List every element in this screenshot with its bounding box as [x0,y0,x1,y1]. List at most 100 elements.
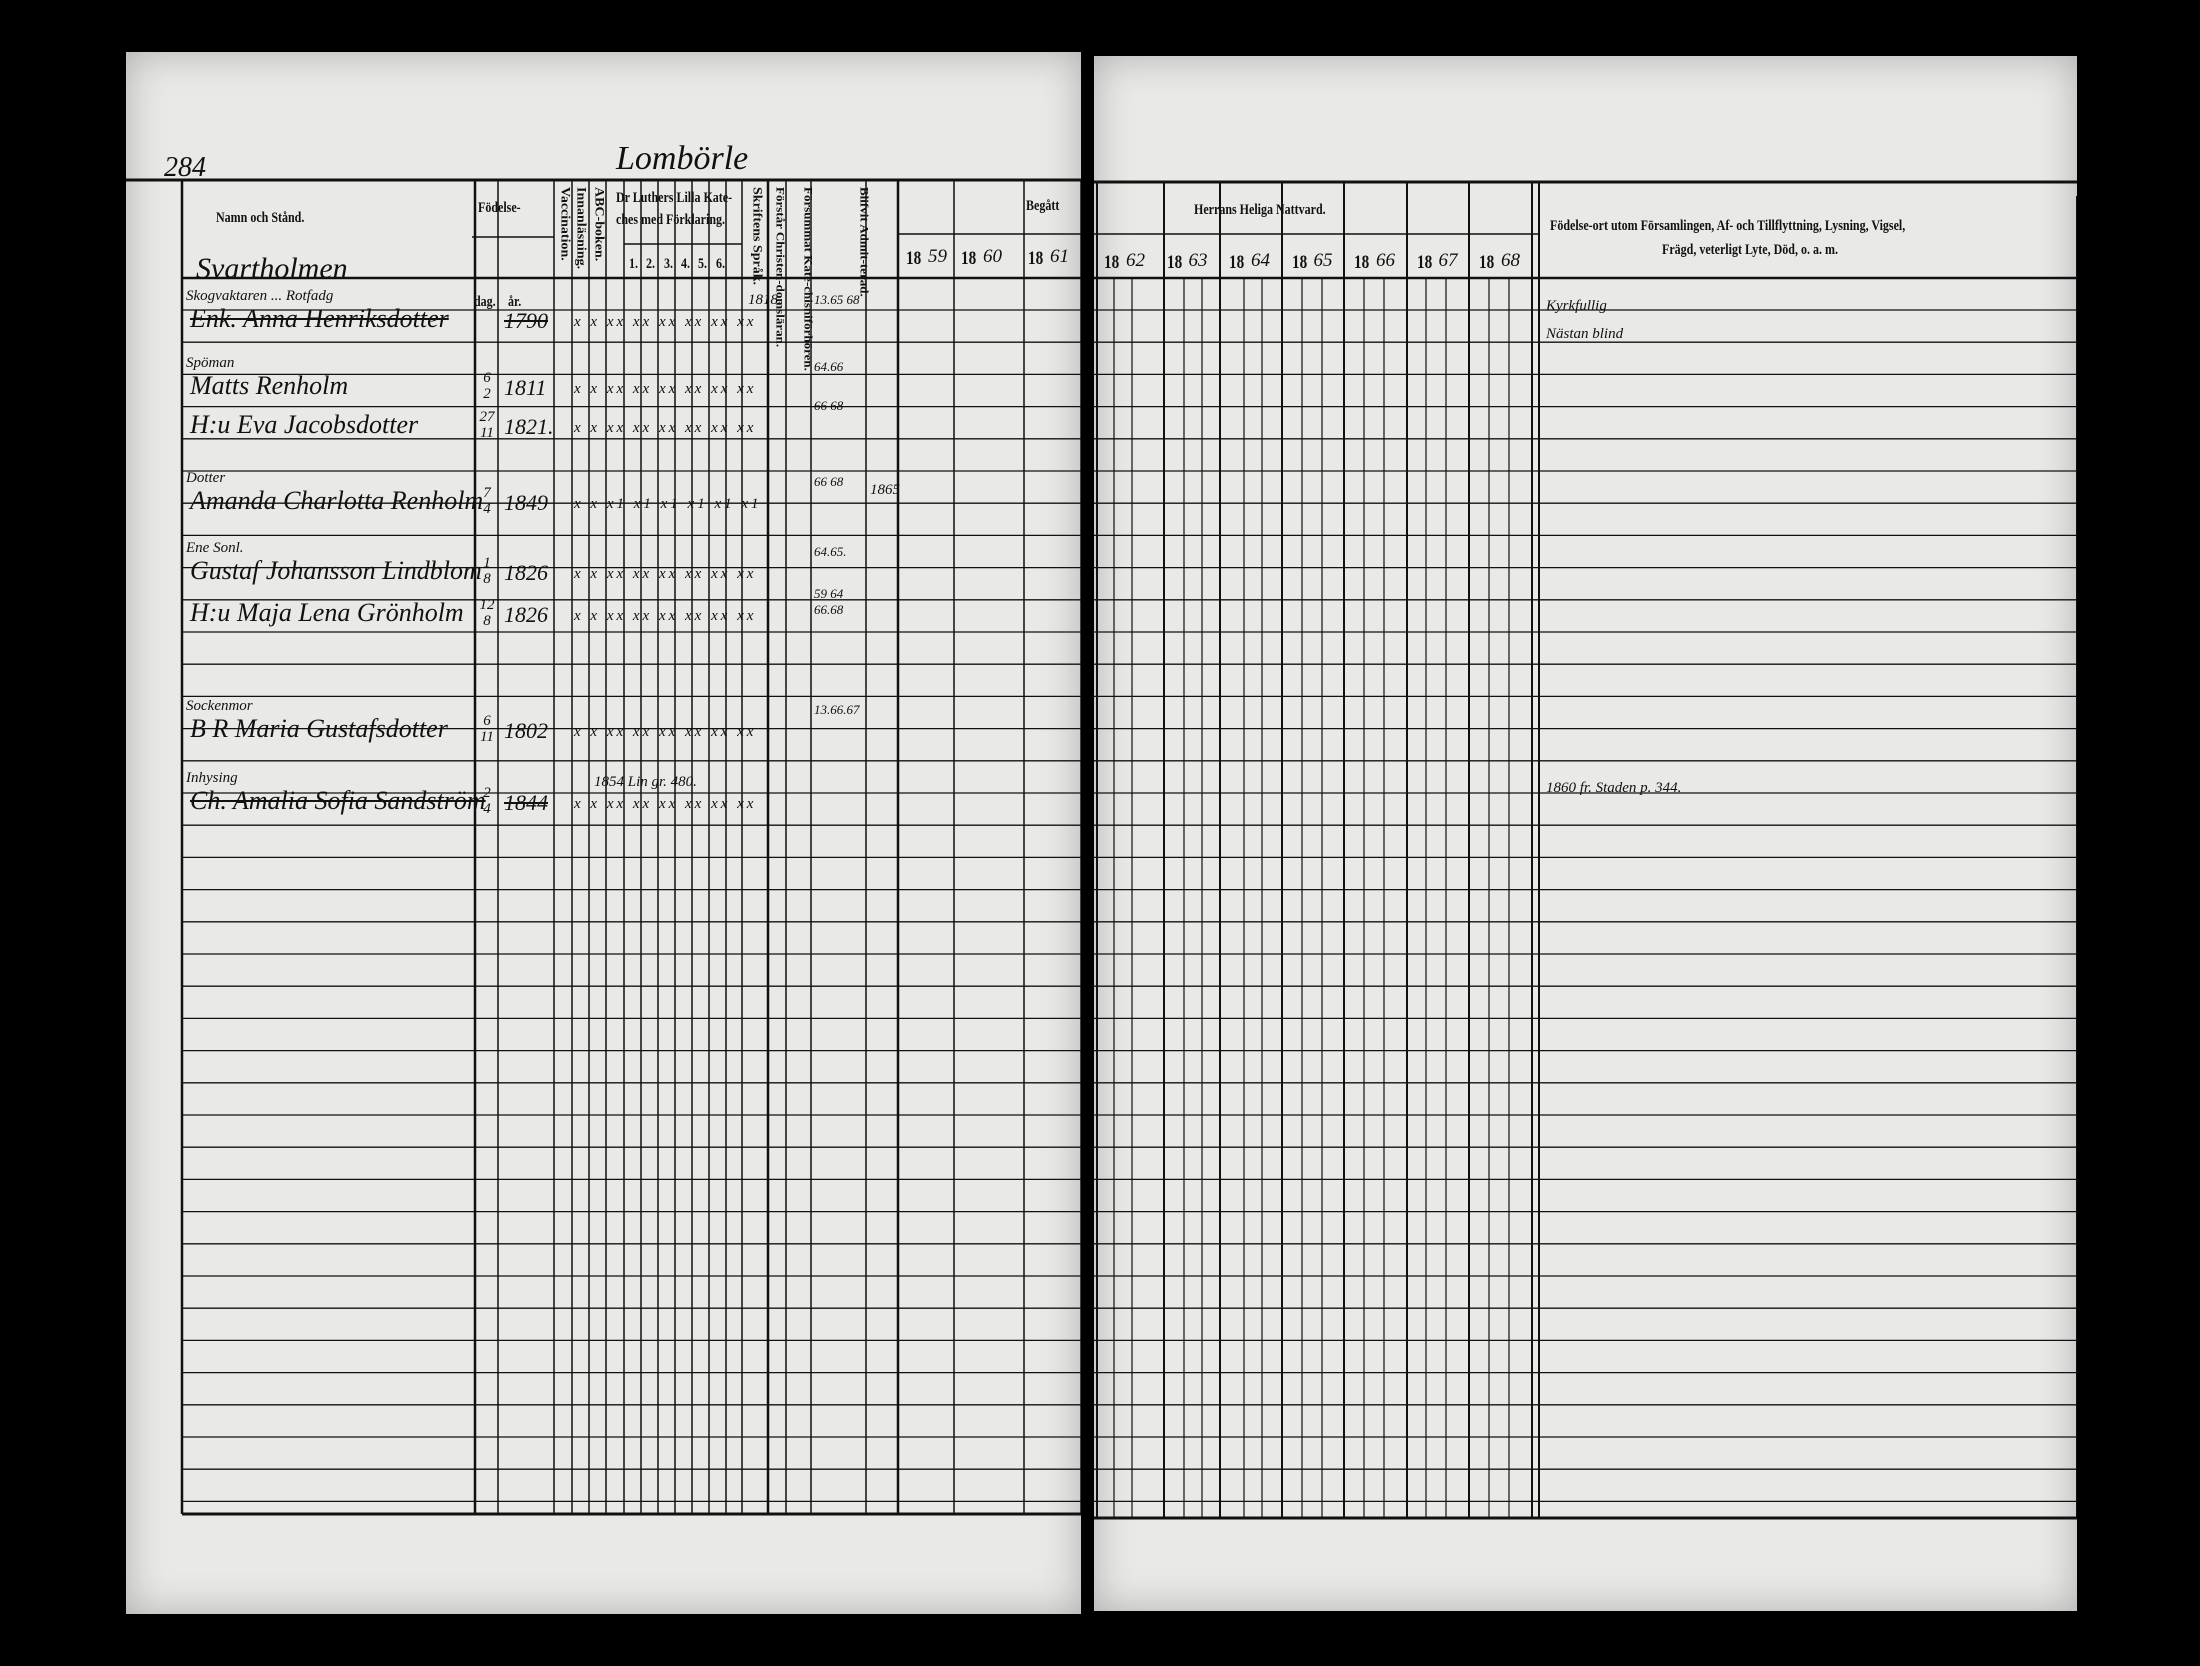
header-catechism-1: Dr Luthers Lilla Kate- [616,190,733,206]
entry-missed-catechism: 66 68 [814,398,844,413]
header-catechism-part: 1. [629,256,638,272]
entry-catechism-marks: x x xx xx xx xx xx xx [574,566,757,582]
entry-birth-year: 1821. [504,414,554,439]
entry-birth-day: 7 [483,485,491,501]
entry-catechism-marks: x x x1 x1 x1 x1 x1 x1 [574,496,762,512]
village-name: Lombörle [616,140,749,177]
header-admitted: Blifvit Admit-terad. [857,187,872,297]
entry-missed-catechism: 64.66 [814,359,844,374]
header-day: dag. [474,294,496,310]
year-prefix: 18 [1229,252,1245,273]
entry-catechism-marks: x x xx xx xx xx xx xx [574,796,757,812]
entry-missed-catechism: 59 64 66.68 [814,586,844,617]
entry-birth-year: 1849 [504,490,548,515]
entry-birth-year: 1826 [504,560,548,585]
year-prefix: 18 [1416,252,1432,273]
year-suffix: 67 [1438,250,1458,271]
entry-birth-month: 11 [480,729,494,745]
entry-missed-catechism: 66 68 [814,474,844,489]
header-catechism-part: 3. [663,256,673,272]
entry-birth-year: 1802 [504,718,548,743]
header-catechism-2: ches med Förklaring. [616,212,725,228]
entry-missed-catechism: 13.65 68 [814,292,860,307]
entry-name: Enk. Anna Henriksdotter [190,304,449,333]
left-table-grid [126,178,1081,1516]
entry-birth-day: 2 [483,785,491,801]
entry-birth-day: 12 [479,597,495,613]
header-vaccination: Vaccination. [557,187,572,261]
entry-remarks: Kyrkfullig [1546,298,1607,314]
year-prefix: 18 [1479,252,1495,273]
year-prefix: 18 [906,248,922,269]
entry-name: Amanda Charlotta Renholm [190,486,484,515]
header-communion: Herrans Heliga Nattvard. [1194,202,1326,218]
year-prefix: 18 [1104,252,1120,273]
year-suffix: 63 [1188,250,1208,271]
entry-catechism-marks: x x xx xx xx xx xx xx [574,420,757,436]
entry-catechism-marks: x x xx xx xx xx xx xx [574,381,757,397]
entry-role: Inhysing [186,770,238,786]
header-remarks-2: Frägd, veterligt Lyte, Död, o. a. m. [1662,242,1838,258]
entry-birth-year: 1811 [504,375,547,400]
year-prefix: 18 [961,248,977,269]
entry-role: Spöman [186,355,235,371]
year-suffix: 68 [1501,250,1520,271]
entry-name: Matts Renholm [190,371,349,400]
entry-birth-month: 8 [483,613,491,629]
entry-birth-month: 4 [483,501,491,517]
entry-birth-day: 6 [483,713,491,729]
header-missed: Försummat Kate-chisniförhören. [801,187,816,371]
year-suffix: 60 [983,246,1002,267]
entry-role: Sockenmor [186,698,253,714]
entry-birth-year: 1826 [504,602,548,627]
entry-role: Dotter [186,470,226,486]
right-table-grid [1094,180,2077,1520]
entry-birth-day: 6 [483,370,491,386]
entry-birth-month: 8 [483,571,491,587]
header-name: Namn och Stånd. [216,210,305,226]
year-prefix: 18 [1166,252,1182,273]
entry-catechism-marks: x x xx xx xx xx xx xx [574,314,757,330]
entry-missed-catechism: 64.65. [814,544,847,559]
header-catechism-part: 4. [680,256,690,272]
entry-birth-year: 1790 [504,308,548,333]
entry-name: Ch. Amalia Sofia Sandström [190,786,486,815]
entry-name: B R Maria Gustafsdotter [190,714,448,743]
year-suffix: 64 [1251,250,1270,271]
header-reading: Innanläsning. [573,187,588,270]
header-understands: Förstår Christen-domsläran. [773,187,788,348]
entry-name: H:u Maja Lena Grönholm [190,598,464,627]
year-suffix: 62 [1126,250,1145,271]
right-page: Herrans Heliga Nattvard. Födelse-ort uto… [1094,56,2077,1611]
header-scripture: Skriftens Språk. [749,187,764,286]
entry-birth-day: 27 [479,409,495,425]
year-prefix: 18 [1028,248,1044,269]
entry-birth-month: 4 [483,801,491,817]
year-suffix: 59 [928,246,947,267]
entry-scripture: 1818. [748,292,782,308]
header-birth: Födelse- [478,200,521,216]
year-suffix: 65 [1313,250,1333,271]
entry-birth-month: 2 [483,386,491,402]
page-number: 284 [164,152,206,183]
left-page: 284 Lombörle Namn och Stånd. Födelse- da… [126,52,1081,1614]
header-catechism-part: 2. [646,256,656,272]
entry-birth-day: 1 [483,555,491,571]
entry-birth-year: 1844 [504,790,548,815]
year-suffix: 66 [1376,250,1395,271]
year-prefix: 18 [1291,252,1307,273]
header-remarks-1: Födelse-ort utom Församlingen, Af- och T… [1550,218,1906,234]
entry-role: Skogvaktaren ... Rotfadg [186,288,334,304]
header-catechism-part: 5. [698,256,708,272]
entry-catechism-marks: x x xx xx xx xx xx xx [574,724,757,740]
entry-birth-month: 11 [480,425,494,441]
header-catechism-part: 6. [715,256,725,272]
household-name: Svartholmen [196,252,348,285]
entry-remarks-2: Nästan blind [1546,326,1624,342]
header-year: år. [508,294,522,310]
entry-name: Gustaf Johansson Lindblom [190,556,482,585]
entry-name: H:u Eva Jacobsdotter [190,410,419,439]
entry-admitted: 1865 [870,482,900,498]
entry-catechism-marks: x x xx xx xx xx xx xx [574,608,757,624]
year-suffix: 61 [1050,246,1069,267]
